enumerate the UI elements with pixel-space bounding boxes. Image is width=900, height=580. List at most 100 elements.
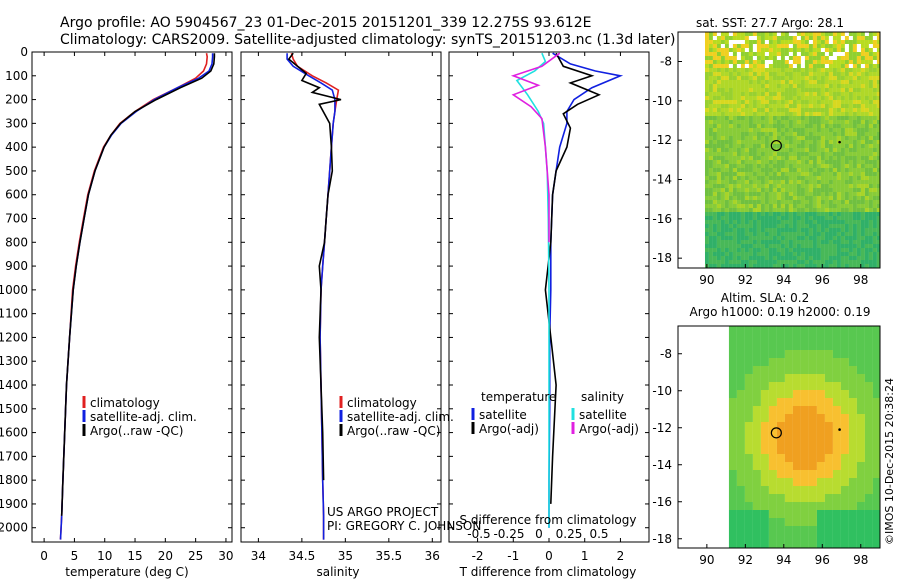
plot-frame [240,51,442,543]
x-tick-label: 15 [127,549,142,563]
y-tick-label: 2000 [0,521,28,535]
x-tick-label: 25 [188,549,203,563]
s-tick-label: 0 [535,527,543,541]
x-tick-label: 20 [158,549,173,563]
x-tick-label: 34 [251,549,266,563]
legend-label: climatology [90,396,160,410]
series-line-2 [60,53,216,516]
y-tick-label: 600 [5,188,28,202]
s-tick-label: 0.25 [556,527,583,541]
map-y-tick-label: -12 [652,421,672,435]
x-tick-label: 30 [218,549,233,563]
y-tick-label: 1000 [0,283,28,297]
y-tick-label: 1300 [0,354,28,368]
difference-xlabel-top: S difference from climatology [460,513,637,527]
series-line-1 [59,53,214,540]
sla-map-title-2: Argo h1000: 0.19 h2000: 0.19 [690,305,871,319]
y-tick-label: 1700 [0,449,28,463]
s-tick-label: -0.5 [467,527,490,541]
map-x-tick-label: 94 [776,273,791,287]
legend-header-salinity: salinity [581,390,624,404]
y-tick-label: 1400 [0,378,28,392]
legend-label: Argo(-adj) [579,422,639,436]
y-tick-label: 1500 [0,402,28,416]
map-x-tick-label: 96 [815,553,830,567]
y-tick-label: 1200 [0,330,28,344]
series-line-3 [510,52,561,243]
salinity-xlabel: salinity [316,565,359,579]
s-tick-label: 0.5 [589,527,608,541]
map-y-tick-label: -10 [652,94,672,108]
series-line-2 [287,52,342,481]
map-x-tick-label: 94 [776,553,791,567]
series-line-0 [290,52,340,540]
legend-label: satellite-adj. clim. [90,410,197,424]
y-tick-label: 400 [5,140,28,154]
series-line-2 [515,52,550,528]
y-tick-label: 300 [5,116,28,130]
y-tick-label: 1100 [0,307,28,321]
legend-label: Argo(..raw -QC) [347,424,440,438]
y-tick-label: 700 [5,212,28,226]
x-tick-label: 0 [40,549,48,563]
y-tick-label: 900 [5,259,28,273]
s-tick-label: -0.25 [493,527,524,541]
header-line-2: Climatology: CARS2009. Satellite-adjuste… [60,32,675,48]
map-x-tick-label: 90 [699,273,714,287]
legend-label: climatology [347,396,417,410]
sst-map-panel: 90 92 94 96 98 -8 -10 -12 -14 -16 -18 [652,31,881,287]
x-tick-label: 1 [581,549,589,563]
legend-label: Argo(..raw -QC) [90,424,183,438]
map-x-tick-label: 98 [853,553,868,567]
x-tick-label: -2 [472,549,484,563]
y-tick-label: 1800 [0,473,28,487]
series-line-1 [286,53,336,540]
float-track-dot [838,428,841,431]
x-tick-label: 34.5 [289,549,316,563]
map-y-tick-label: -14 [652,458,672,472]
x-tick-label: 5 [71,549,79,563]
series-line-0 [59,53,209,540]
x-tick-label: 35 [338,549,353,563]
sla-map-title-1: Altim. SLA: 0.2 [721,291,809,305]
sla-map-panel: 90 92 94 96 98 -8 -10 -12 -14 -16 -18 [652,325,881,567]
temperature-xlabel: temperature (deg C) [65,565,188,579]
map-x-tick-label: 90 [699,553,714,567]
legend-label: satellite [579,408,627,422]
y-tick-label: 0 [20,45,28,59]
legend-label: satellite-adj. clim. [347,410,454,424]
salinity-panel: 34 34.5 35 35.5 36 climatologysatellite-adj. … [240,51,454,563]
x-tick-label: -1 [507,549,519,563]
x-tick-label: 35.5 [375,549,402,563]
credit-line-2: PI: GREGORY C. JOHNSON [327,519,481,533]
header-line-1: Argo profile: AO 5904567_23 01-Dec-2015 … [60,15,591,31]
legend-label: satellite [479,408,527,422]
map-y-tick-label: -14 [652,173,672,187]
y-tick-label: 1600 [0,426,28,440]
series-line-1 [544,52,602,504]
map-y-tick-label: -10 [652,384,672,398]
float-track-dot [838,140,841,144]
map-y-tick-label: -16 [652,212,672,226]
y-tick-label: 1900 [0,497,28,511]
difference-xlabel: T difference from climatology [459,565,637,579]
y-tick-label: 800 [5,235,28,249]
map-y-tick-label: -18 [652,251,672,265]
plot-frame [31,51,233,543]
y-tick-label: 500 [5,164,28,178]
x-tick-label: 2 [617,549,625,563]
x-tick-label: 0 [545,549,553,563]
sst-map-title: sat. SST: 27.7 Argo: 28.1 [696,16,844,30]
map-x-tick-label: 98 [853,273,868,287]
map-cells [704,326,880,548]
map-cells [704,32,880,268]
map-y-tick-label: -18 [652,532,672,546]
watermark: ©IMOS 10-Dec-2015 20:38:24 [883,378,896,545]
legend-label: Argo(-adj) [479,422,539,436]
credit-line-1: US ARGO PROJECT [327,505,439,519]
profile-location-marker [770,427,782,439]
map-y-tick-label: -16 [652,495,672,509]
profile-location-marker [770,139,782,152]
